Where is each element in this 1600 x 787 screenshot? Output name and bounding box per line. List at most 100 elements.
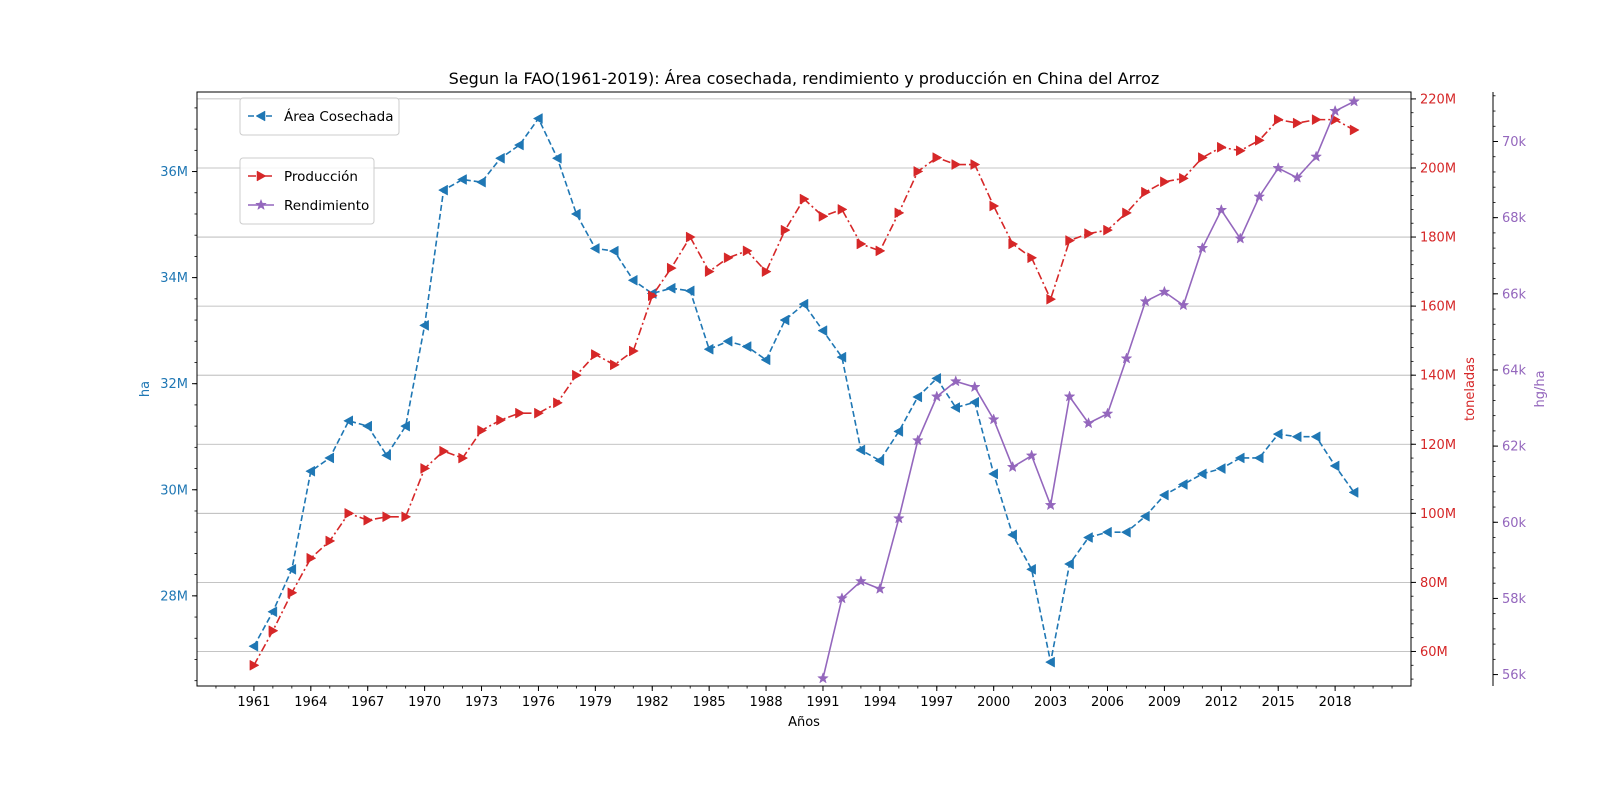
- data-point: [1160, 176, 1170, 188]
- data-point: [684, 285, 695, 297]
- legend-label: Producción: [284, 169, 358, 185]
- data-point: [1045, 656, 1055, 668]
- data-point: [837, 203, 848, 215]
- data-point: [532, 113, 543, 124]
- data-point: [1177, 479, 1188, 490]
- grid-lines: [197, 98, 1411, 652]
- data-point: [306, 552, 317, 564]
- x-tick-label: 2018: [1319, 695, 1352, 710]
- x-tick-label: 1961: [237, 695, 270, 710]
- data-point: [1349, 124, 1360, 136]
- data-point: [476, 176, 486, 188]
- data-point: [912, 391, 923, 403]
- y-right2-tick-label: 66k: [1502, 287, 1527, 302]
- x-tick-label: 2006: [1091, 695, 1124, 710]
- data-point: [951, 159, 962, 170]
- x-tick-label: 1976: [522, 695, 555, 710]
- x-tick-label: 1973: [465, 695, 498, 710]
- x-tick-label: 1964: [294, 695, 327, 710]
- legend: Área Cosechada: [239, 97, 400, 136]
- data-point: [817, 672, 829, 684]
- y-right-tick-label: 220M: [1420, 92, 1456, 107]
- data-point: [1272, 428, 1283, 440]
- data-point: [856, 238, 867, 250]
- data-point: [836, 351, 847, 363]
- y-axis-label-right: toneladas: [1463, 357, 1478, 421]
- x-tick-label: 2015: [1262, 695, 1295, 710]
- data-point: [287, 587, 298, 599]
- data-point: [722, 335, 733, 347]
- data-point: [1122, 207, 1132, 219]
- data-point: [1139, 295, 1152, 307]
- data-point: [1215, 203, 1228, 216]
- data-point: [988, 468, 998, 480]
- x-tick-label: 1997: [920, 695, 953, 710]
- data-point: [1348, 95, 1361, 107]
- data-point: [1234, 232, 1247, 244]
- y-right2-tick-label: 56k: [1502, 668, 1527, 683]
- data-point: [268, 625, 279, 637]
- data-point: [1141, 186, 1151, 198]
- data-point: [1253, 190, 1266, 202]
- legend-marker: [255, 110, 266, 122]
- data-point: [570, 208, 581, 220]
- x-tick-label: 1979: [579, 695, 612, 710]
- data-point: [894, 207, 905, 219]
- y-right-tick-label: 120M: [1420, 438, 1456, 453]
- data-point: [344, 507, 355, 519]
- data-point: [913, 166, 924, 177]
- data-point: [1084, 228, 1095, 240]
- data-point: [343, 415, 353, 427]
- data-point: [648, 290, 658, 302]
- data-point: [1120, 526, 1131, 538]
- x-tick-label: 2009: [1148, 695, 1181, 710]
- data-point: [930, 390, 943, 402]
- data-point: [779, 314, 790, 326]
- data-point: [1273, 114, 1284, 126]
- data-point: [780, 224, 791, 236]
- data-point: [1196, 468, 1207, 480]
- data-point: [1158, 489, 1169, 501]
- data-point: [496, 414, 507, 426]
- data-point: [248, 640, 259, 652]
- data-point: [1217, 141, 1227, 153]
- data-point: [286, 563, 297, 575]
- data-point: [893, 426, 904, 437]
- data-point: [873, 582, 886, 594]
- data-point: [553, 397, 563, 409]
- data-point: [589, 243, 600, 254]
- data-point: [1236, 145, 1246, 157]
- data-point: [324, 452, 335, 464]
- data-point: [1255, 134, 1265, 146]
- data-point: [854, 575, 867, 587]
- data-point: [950, 402, 960, 413]
- data-point: [591, 349, 601, 360]
- legend-marker: [255, 198, 267, 211]
- data-point: [610, 359, 620, 371]
- data-point: [666, 262, 677, 274]
- data-point: [1348, 486, 1359, 498]
- data-point: [1158, 285, 1171, 297]
- data-point: [704, 266, 715, 278]
- data-point: [949, 375, 962, 387]
- data-point: [1179, 172, 1189, 184]
- data-point: [760, 354, 771, 366]
- axes: 1961 1964 1967 1970 1973 1976 1979 1982 1985 1988…: [160, 92, 1526, 710]
- y-right2-tick-label: 68k: [1502, 211, 1527, 226]
- x-tick-label: 2012: [1205, 695, 1238, 710]
- x-axis-label: Años: [788, 715, 820, 730]
- data-point: [723, 252, 734, 264]
- data-point: [741, 341, 752, 352]
- data-point: [439, 445, 450, 457]
- y-right-tick-label: 140M: [1420, 369, 1456, 384]
- data-point: [1064, 558, 1074, 570]
- data-point: [1120, 352, 1133, 364]
- data-point: [1027, 252, 1038, 264]
- data-point: [1310, 431, 1321, 443]
- data-point: [457, 174, 467, 185]
- y-right-tick-label: 180M: [1420, 231, 1456, 246]
- data-point: [969, 396, 979, 408]
- data-point: [989, 200, 1000, 212]
- data-point: [742, 245, 753, 257]
- data-point: [1008, 238, 1019, 250]
